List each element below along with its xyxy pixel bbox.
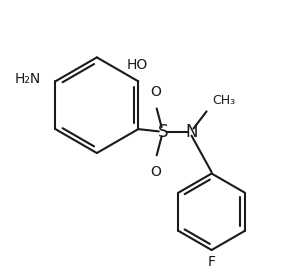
Text: H₂N: H₂N xyxy=(14,71,40,86)
Text: S: S xyxy=(158,123,168,141)
Text: CH₃: CH₃ xyxy=(212,94,235,107)
Text: HO: HO xyxy=(126,58,148,72)
Text: O: O xyxy=(151,85,161,99)
Text: F: F xyxy=(208,256,216,269)
Text: O: O xyxy=(151,165,161,179)
Text: N: N xyxy=(185,123,198,141)
